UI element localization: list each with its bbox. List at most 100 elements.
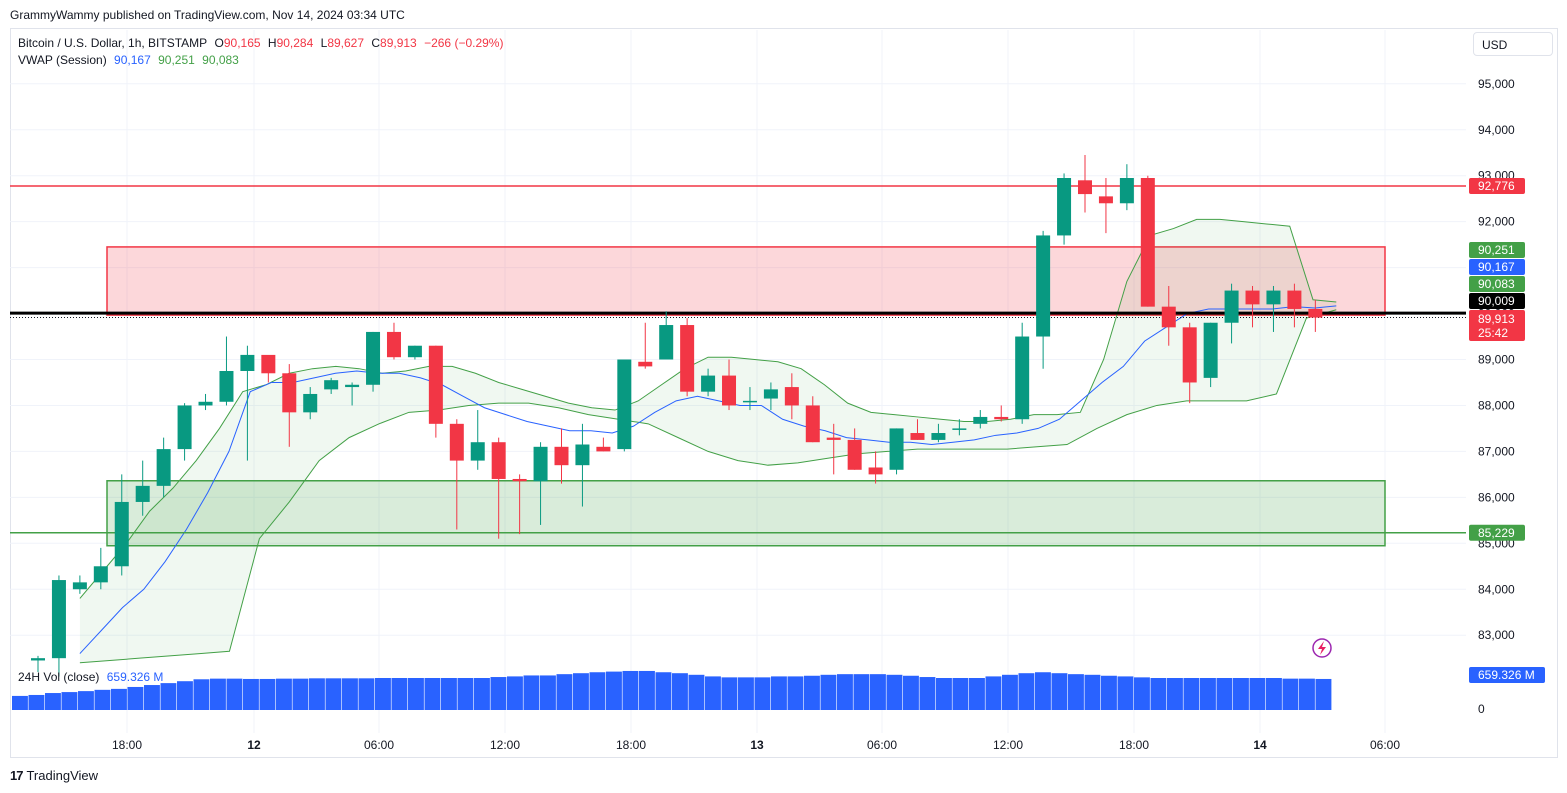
volume-bar [507, 676, 523, 710]
volume-legend[interactable]: 24H Vol (close) 659.326 M [18, 670, 167, 684]
volume-bar [309, 678, 325, 710]
volume-bar [1282, 678, 1299, 710]
volume-bar [985, 676, 1002, 710]
candle-body [1098, 196, 1113, 204]
candle-body [868, 467, 883, 475]
volume-bar [78, 691, 94, 710]
candle-body [1015, 336, 1030, 420]
brand-name: TradingView [26, 768, 99, 783]
volume-bar [688, 674, 705, 710]
x-tick-label: 06:00 [1370, 738, 1400, 752]
support-zone [106, 480, 1386, 547]
volume-bar [606, 671, 622, 710]
candle-body [261, 354, 276, 374]
vwap-band-fill [79, 219, 1337, 663]
currency-selector[interactable]: USD [1473, 32, 1553, 56]
volume-bar [177, 681, 193, 710]
volume-bar [1002, 674, 1018, 710]
candle-body [910, 433, 925, 440]
key-level-price-label: 90,009 [1478, 294, 1515, 308]
x-tick-label: 06:00 [867, 738, 897, 752]
volume-bar [639, 670, 655, 710]
vwap-upper-price-tag [1469, 242, 1525, 258]
key-level-price-tag [1469, 293, 1525, 309]
volume-bar [523, 675, 540, 710]
y-tick-label: 89,000 [1478, 353, 1515, 367]
volume-bar [1035, 672, 1051, 710]
volume-bar [160, 683, 177, 710]
volume-bar [1233, 678, 1249, 710]
volume-bar [622, 670, 639, 710]
close-label: C [371, 36, 381, 50]
volume-bar [1068, 674, 1084, 710]
candle-body [1287, 290, 1302, 309]
volume-bar [457, 678, 474, 710]
volume-bar [474, 678, 490, 710]
candle-body [763, 389, 778, 399]
y-tick-label: 88,000 [1478, 398, 1515, 412]
volume-bar [672, 673, 688, 710]
volume-bar [342, 678, 358, 710]
volume-bar [1084, 674, 1101, 710]
volume-bar [1167, 678, 1183, 710]
volume-bar [226, 678, 243, 710]
candle-body [345, 384, 360, 388]
lightning-bolt-icon [1318, 641, 1326, 655]
candle-body [1245, 290, 1260, 305]
candle-body [156, 449, 171, 486]
volume-bar [655, 672, 672, 710]
vwap-legend[interactable]: VWAP (Session) 90,167 90,251 90,083 [18, 53, 243, 67]
candle-body [1078, 180, 1092, 195]
open-value: 90,165 [223, 36, 261, 50]
volume-price-tag [1469, 667, 1545, 683]
volume-label: 24H Vol (close) [18, 670, 100, 684]
ohlc-open: O90,165 [215, 36, 261, 50]
candle-body [1140, 177, 1155, 307]
volume-bar [1299, 678, 1315, 710]
volume-bar [193, 679, 210, 710]
volume-bar [391, 678, 408, 710]
candle-body [114, 501, 129, 567]
volume-bar [540, 675, 556, 710]
volume-bar [754, 677, 771, 710]
candle-body [596, 446, 611, 452]
candle-body [1161, 306, 1176, 328]
volume-bar [1216, 678, 1233, 710]
resistance-price-tag [1469, 177, 1525, 194]
volume-bar [886, 674, 903, 710]
candle-body [324, 380, 339, 390]
symbol-legend[interactable]: Bitcoin / U.S. Dollar, 1h, BITSTAMP O90,… [18, 36, 507, 50]
candle-body [282, 373, 297, 413]
change-value: −266 (−0.29%) [424, 36, 504, 50]
volume-bar [408, 678, 424, 710]
vwap-lower-value: 90,083 [202, 53, 239, 67]
volume-bar [556, 674, 573, 710]
vwap-price-tag [1469, 259, 1525, 275]
chart-frame [10, 28, 1558, 758]
candle-body [198, 401, 213, 406]
volume-bar [1101, 675, 1117, 710]
volume-bar [276, 678, 292, 710]
vwap-lower-band [79, 309, 1337, 664]
candle-body [1057, 177, 1072, 236]
volume-bar [1183, 678, 1200, 710]
volume-zero-label: 0 [1478, 702, 1485, 716]
volume-bar [705, 676, 721, 710]
volume-bar [292, 678, 309, 710]
ohlc-close: C89,913 [371, 36, 416, 50]
candle-body [428, 345, 443, 424]
candle-body [407, 345, 422, 358]
candle-body [1266, 290, 1281, 305]
candle-body [177, 405, 192, 450]
candle-body [994, 416, 1009, 420]
volume-bar [441, 678, 457, 710]
volume-bar [919, 677, 936, 710]
candle-body [826, 437, 841, 440]
volume-bar [144, 685, 160, 710]
last-price-tag [1469, 310, 1525, 341]
candle-body [554, 446, 569, 466]
volume-bar [1315, 678, 1332, 710]
vwap-price-label: 90,167 [1478, 260, 1515, 274]
tradingview-brand[interactable]: 17 TradingView [10, 768, 98, 783]
